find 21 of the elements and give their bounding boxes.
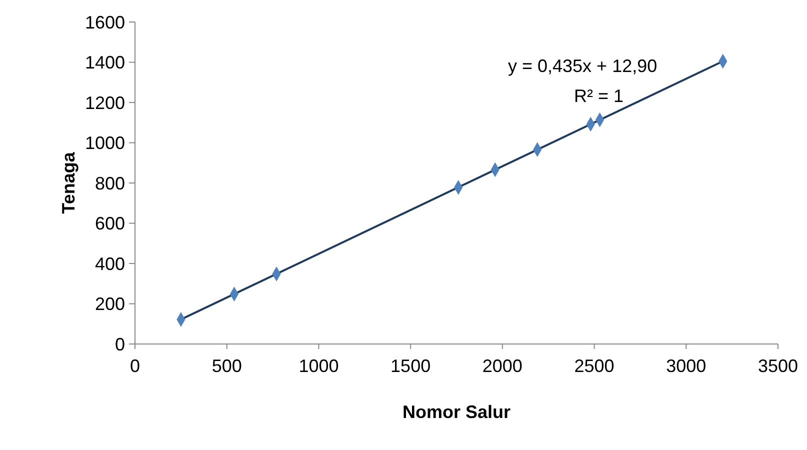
x-tick-label: 1000: [298, 356, 339, 376]
annotation: y = 0,435x + 12,90: [508, 56, 658, 77]
x-tick-label: 2000: [482, 356, 522, 376]
x-tick-label: 3000: [666, 356, 706, 376]
y-tick-label: 800: [94, 173, 125, 194]
x-tick-label: 3500: [758, 356, 798, 376]
x-tick-label: 2500: [574, 356, 614, 376]
y-tick-label: 1600: [84, 12, 125, 32]
y-tick-label: 400: [94, 254, 125, 274]
annotation: R² = 1: [574, 86, 624, 107]
x-tick-label: 500: [212, 356, 242, 376]
y-tick-label: 1400: [84, 52, 125, 73]
y-tick-label: 1000: [84, 133, 125, 154]
x-axis-title: Nomor Salur: [402, 402, 511, 422]
y-tick-label: 0: [114, 334, 125, 354]
y-tick-label: 1200: [84, 92, 125, 113]
x-tick-label: 0: [130, 356, 140, 376]
x-tick-label: 1500: [390, 356, 431, 376]
y-tick-label: 600: [94, 214, 125, 234]
y-tick-label: 200: [94, 294, 125, 314]
y-axis-title: Tenaga: [58, 151, 78, 214]
